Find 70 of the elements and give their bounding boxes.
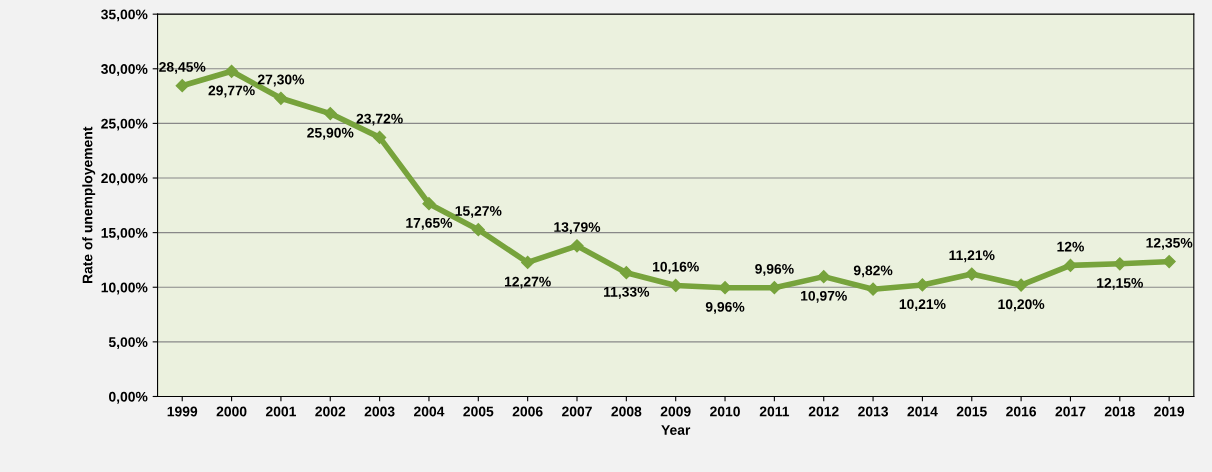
point	[619, 266, 633, 280]
point	[1014, 278, 1028, 292]
point	[965, 267, 979, 281]
x-tick-label: 2014	[907, 406, 938, 417]
x-tick-label: 2008	[611, 406, 642, 417]
point	[323, 106, 337, 121]
x-tick-label: 2002	[315, 406, 346, 417]
y-axis-title: Rate of unemployement	[82, 126, 96, 284]
y-tick-label: 15,00%	[101, 227, 148, 240]
x-tick-label: 2000	[216, 406, 247, 417]
point	[274, 91, 288, 105]
data-label: 11,21%	[949, 250, 995, 263]
point	[718, 281, 732, 295]
data-label: 11,33%	[604, 286, 650, 299]
point	[1113, 257, 1127, 271]
x-tick-label: 2004	[414, 406, 445, 417]
x-tick-label: 2006	[512, 406, 543, 417]
x-tick-label: 2010	[710, 406, 740, 417]
point	[817, 270, 831, 284]
x-tick-label: 2011	[759, 406, 790, 417]
data-label: 9,96%	[705, 301, 745, 314]
y-tick-label: 5,00%	[108, 337, 148, 350]
point	[471, 223, 485, 237]
data-label: 12%	[1057, 241, 1084, 252]
data-label: 29,77%	[208, 85, 255, 98]
data-label: 25,90%	[307, 127, 354, 140]
data-label: 9,96%	[755, 263, 794, 276]
point	[224, 64, 239, 78]
x-tick-label: 2019	[1154, 406, 1185, 417]
x-tick-label: 2001	[265, 406, 296, 417]
data-label: 28,45%	[159, 62, 206, 74]
data-label: 13,79%	[554, 222, 601, 234]
data-label: 10,97%	[801, 290, 847, 303]
x-tick-label: 2016	[1006, 406, 1037, 417]
data-label: 10,16%	[653, 261, 699, 274]
point	[175, 79, 189, 93]
x-tick-label: 1999	[167, 406, 198, 417]
y-tick-label: 30,00%	[101, 64, 148, 76]
point	[422, 197, 436, 211]
y-tick-label: 25,00%	[101, 118, 148, 131]
point	[915, 278, 930, 292]
x-tick-label: 2017	[1055, 406, 1086, 417]
data-label: 9,82%	[853, 265, 893, 278]
x-tick-label: 2012	[808, 406, 839, 417]
data-label: 17,65%	[406, 217, 453, 230]
point	[521, 255, 535, 270]
data-label: 12,35%	[1146, 237, 1193, 250]
x-tick-label: 2013	[858, 406, 889, 417]
y-tick-label: 10,00%	[101, 282, 148, 295]
y-tick-label: 20,00%	[101, 173, 148, 186]
y-tick-label: 0,00%	[109, 391, 148, 404]
x-tick-label: 2007	[562, 406, 592, 417]
point	[1162, 254, 1176, 269]
data-label: 10,20%	[998, 299, 1045, 312]
data-label: 23,72%	[356, 113, 403, 126]
data-label: 12,15%	[1097, 278, 1143, 290]
y-tick-label: 35,00%	[101, 9, 148, 22]
data-label: 10,21%	[899, 299, 946, 312]
x-tick-label: 2018	[1104, 406, 1135, 417]
x-tick-label: 2009	[660, 406, 691, 417]
x-tick-label: 2003	[364, 406, 395, 417]
point	[373, 130, 387, 144]
data-label: 12,27%	[504, 276, 551, 289]
data-label: 27,30%	[257, 74, 305, 87]
x-tick-label: 2015	[956, 406, 987, 417]
x-axis-title: Year	[661, 425, 691, 435]
point	[866, 282, 880, 296]
point	[570, 239, 584, 253]
x-tick-label: 2005	[463, 406, 494, 417]
data-label: 15,27%	[455, 205, 502, 218]
